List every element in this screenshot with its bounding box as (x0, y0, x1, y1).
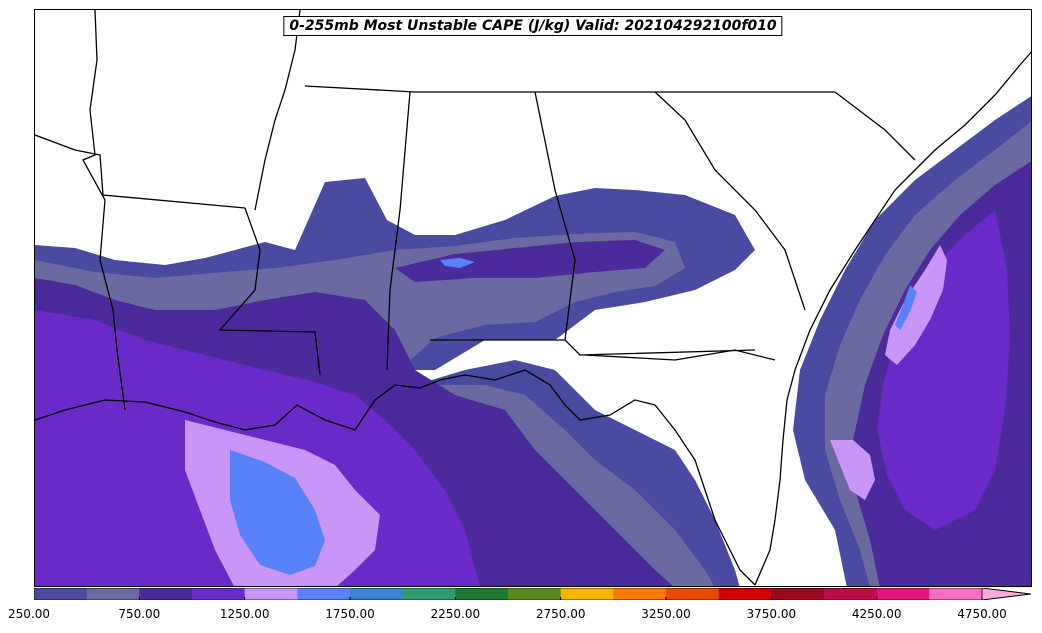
colorbar-tick-label: 1250.00 (219, 607, 270, 621)
colorbar-outline (34, 588, 1032, 600)
colorbar-segment (824, 588, 878, 600)
state-border-ar-la (218, 207, 321, 376)
colorbar-tick-label: 2250.00 (430, 607, 481, 621)
state-border-al-ga (534, 91, 756, 356)
colorbar-segment (718, 588, 772, 600)
state-border-ga-sc (654, 91, 806, 311)
cape-fill (35, 96, 1031, 586)
colorbar-segment (34, 588, 88, 600)
state-border-tn (304, 85, 835, 93)
colorbar-tick-label: 1750.00 (325, 607, 375, 621)
state-border-ms-al (386, 91, 411, 371)
colorbar-segment (350, 588, 404, 600)
cape-region-750-strip (395, 240, 665, 282)
cape-region-1250-south (830, 440, 875, 500)
colorbar-segment (771, 588, 825, 600)
colorbar-segment (244, 588, 298, 600)
colorbar-tick-label: 3250.00 (641, 607, 691, 621)
cape-region-1000-east (877, 210, 1010, 530)
cape-map (35, 10, 1031, 586)
colorbar-segment (86, 588, 140, 600)
cape-region-1500-east (895, 285, 917, 330)
colorbar-segment (613, 588, 667, 600)
state-border-tx-la (82, 10, 126, 411)
colorbar-tick-label: 3750.00 (746, 607, 797, 621)
colorbar-tick-label: 4750.00 (957, 607, 1007, 621)
cape-region-1500 (230, 450, 325, 575)
colorbar (34, 588, 1032, 600)
colorbar-tick-label: 250.00 (8, 607, 50, 621)
state-border-ms-river (254, 10, 301, 211)
colorbar-tick-label: 750.00 (118, 607, 161, 621)
state-border-nc-sc (834, 91, 916, 161)
colorbar-segment (508, 588, 562, 600)
colorbar-segment (560, 588, 614, 600)
colorbar-segment (876, 588, 930, 600)
boundary-lines (35, 10, 1031, 586)
colorbar-segment (402, 588, 456, 600)
cape-region-1250-east (885, 245, 947, 365)
colorbar-segment (297, 588, 351, 600)
map-panel: 0-255mb Most Unstable CAPE (J/kg) Valid:… (34, 9, 1032, 587)
map-title: 0-255mb Most Unstable CAPE (J/kg) Valid:… (283, 16, 783, 36)
state-border-fl-ga (584, 349, 776, 361)
colorbar-tick-label: 2750.00 (535, 607, 586, 621)
cape-region-1500-strip (440, 258, 475, 268)
colorbar-extend-arrow (981, 588, 1032, 600)
colorbar-segment (929, 588, 983, 600)
colorbar-segment (192, 588, 246, 600)
east-coastline (754, 51, 1031, 586)
colorbar-segment (455, 588, 509, 600)
colorbar-segment (139, 588, 193, 600)
colorbar-segment (666, 588, 720, 600)
state-border-ok-ar (35, 134, 246, 209)
coastline (35, 369, 756, 586)
colorbar-tick-label: 4250.00 (851, 607, 902, 621)
